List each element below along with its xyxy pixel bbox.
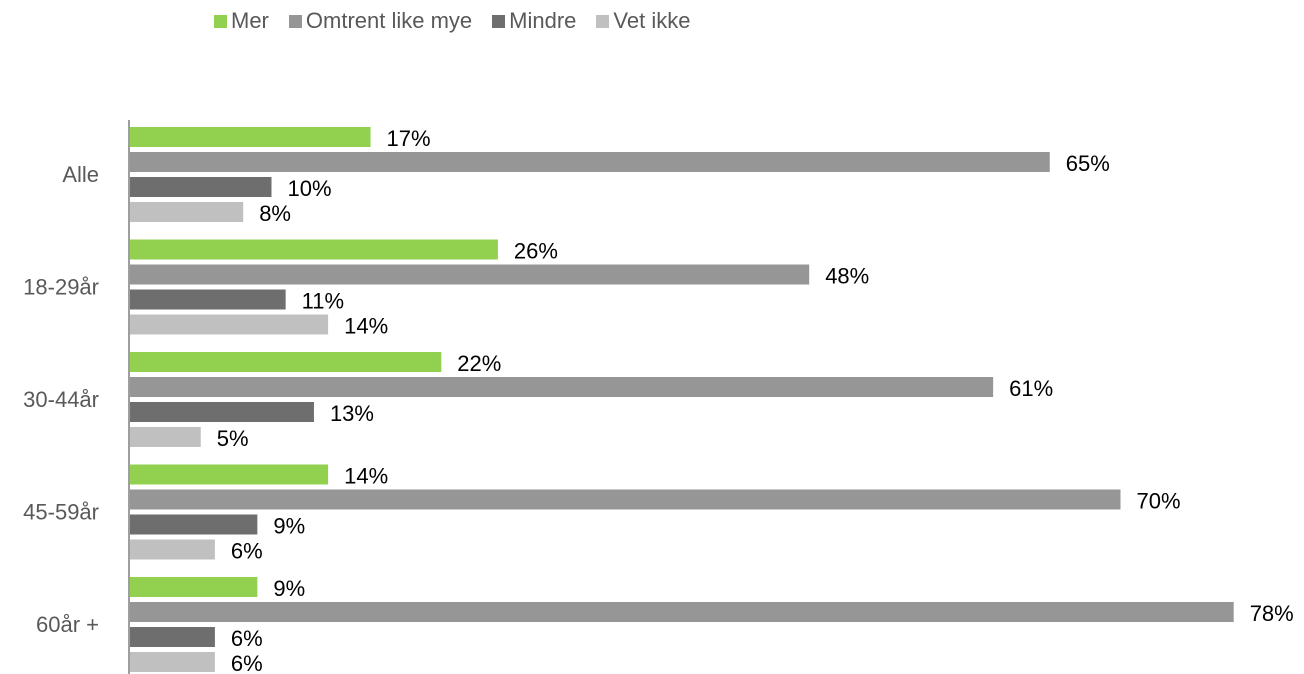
data-label-2-2: 13% — [330, 401, 374, 426]
category-label-3: 45-59år — [23, 500, 99, 525]
bar-0-2 — [130, 177, 272, 197]
bar-3-0 — [130, 465, 328, 485]
data-label-0-1: 65% — [1066, 151, 1110, 176]
category-label-4: 60år + — [36, 612, 99, 637]
category-label-1: 18-29år — [23, 275, 99, 300]
bar-2-2 — [130, 402, 314, 422]
bar-2-3 — [130, 427, 201, 447]
data-label-1-1: 48% — [825, 264, 869, 289]
data-label-2-0: 22% — [457, 351, 501, 376]
data-label-0-0: 17% — [387, 126, 431, 151]
bar-3-2 — [130, 515, 257, 535]
bar-4-2 — [130, 627, 215, 647]
data-label-4-0: 9% — [273, 576, 305, 601]
category-label-2: 30-44år — [23, 387, 99, 412]
bar-2-0 — [130, 352, 441, 372]
bar-1-3 — [130, 315, 328, 335]
bar-1-2 — [130, 290, 286, 310]
data-label-0-2: 10% — [288, 176, 332, 201]
data-label-3-1: 70% — [1137, 489, 1181, 514]
data-label-0-3: 8% — [259, 201, 291, 226]
bar-4-0 — [130, 577, 257, 597]
bar-4-1 — [130, 602, 1234, 622]
data-label-4-1: 78% — [1250, 601, 1294, 626]
data-label-2-3: 5% — [217, 426, 249, 451]
data-label-3-0: 14% — [344, 464, 388, 489]
bar-1-1 — [130, 265, 809, 285]
data-label-3-3: 6% — [231, 539, 263, 564]
data-label-1-0: 26% — [514, 239, 558, 264]
bar-0-1 — [130, 152, 1050, 172]
data-label-3-2: 9% — [273, 514, 305, 539]
bar-1-0 — [130, 240, 498, 260]
data-label-4-3: 6% — [231, 651, 263, 674]
bar-0-0 — [130, 127, 371, 147]
data-label-1-2: 11% — [302, 289, 344, 314]
data-label-1-3: 14% — [344, 314, 388, 339]
bar-3-3 — [130, 540, 215, 560]
bar-4-3 — [130, 652, 215, 672]
data-label-4-2: 6% — [231, 626, 263, 651]
bar-0-3 — [130, 202, 243, 222]
data-label-2-1: 61% — [1009, 376, 1053, 401]
category-label-0: Alle — [62, 162, 99, 187]
bar-2-1 — [130, 377, 993, 397]
bar-3-1 — [130, 490, 1121, 510]
